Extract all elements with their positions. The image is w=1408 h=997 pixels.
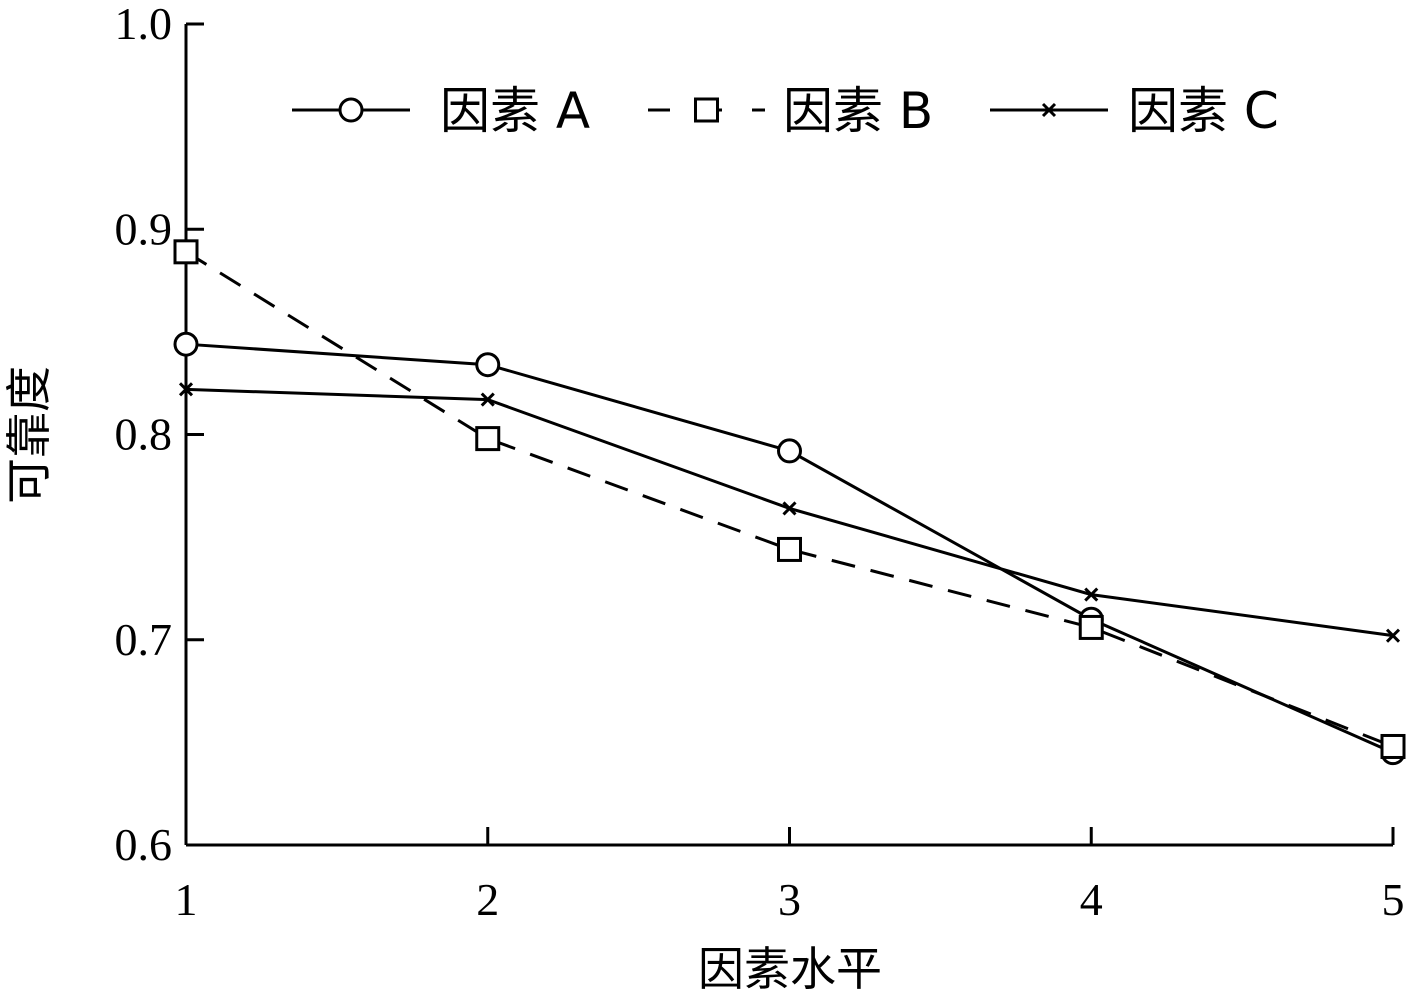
x-tick-label: 2 (476, 874, 499, 925)
series-layer (173, 239, 1406, 766)
x-tick-label: 4 (1080, 874, 1103, 925)
y-tick-label: 0.7 (115, 614, 173, 665)
axes: 0.6 0.7 0.8 0.9 1.0 1 2 3 4 5 (115, 0, 1405, 925)
data-point (480, 392, 495, 407)
x-tick-label: 1 (175, 874, 198, 925)
data-point (475, 426, 501, 452)
data-point (173, 239, 199, 265)
x-axis-title: 因素水平 (698, 942, 882, 996)
legend-entry: 因素 A (292, 82, 590, 140)
legend-entry: 因素 C (990, 82, 1279, 140)
series-x (178, 382, 1401, 643)
legend-label: 因素 C (1128, 82, 1279, 140)
data-point (777, 438, 802, 464)
series-line (185, 250, 1394, 748)
data-point (1078, 614, 1104, 640)
legend-marker (1041, 102, 1057, 118)
data-point (1385, 628, 1401, 643)
series-line (185, 387, 1394, 638)
x-tick-label: 5 (1382, 874, 1405, 925)
y-tick-label: 0.9 (115, 203, 173, 254)
legend-marker (338, 97, 364, 123)
series-square (173, 239, 1406, 759)
data-point (1084, 587, 1099, 602)
data-point (173, 331, 199, 357)
legend: 因素 A 因素 B 因素 C (292, 82, 1279, 140)
data-point (777, 536, 802, 562)
data-point (782, 501, 797, 516)
y-tick-label: 0.8 (115, 409, 173, 460)
x-tick-label: 3 (778, 874, 801, 925)
data-point (1380, 733, 1406, 759)
legend-marker (694, 97, 719, 123)
legend-label: 因素 A (440, 82, 590, 140)
y-tick-label: 1.0 (115, 0, 173, 49)
data-point (178, 382, 194, 397)
data-point (475, 352, 501, 378)
legend-label: 因素 B (783, 82, 933, 140)
y-tick-label: 0.6 (115, 819, 173, 870)
y-axis-title: 可靠度 (2, 366, 56, 504)
legend-entry: 因素 B (648, 82, 933, 140)
